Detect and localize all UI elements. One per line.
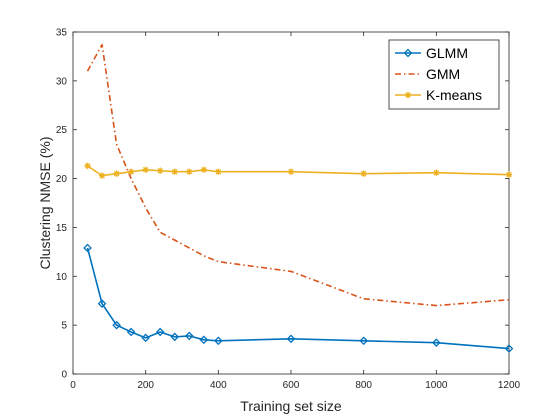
y-axis-label: Clustering NMSE (%) [37, 136, 53, 269]
y-tick-label: 25 [56, 125, 68, 136]
data-point-glmm [155, 327, 165, 337]
series-gmm [86, 43, 510, 307]
legend-box [388, 39, 500, 110]
data-point-glmm [286, 334, 296, 344]
data-point-k-means [433, 169, 440, 176]
series-line-gmm [86, 43, 510, 307]
legend-label-glmm: GLMM [426, 45, 468, 61]
data-point-k-means [127, 168, 135, 175]
x-axis-label: Training set size [240, 398, 342, 414]
data-point-glmm [214, 336, 223, 346]
data-point-glmm [126, 327, 136, 337]
data-point-glmm [170, 332, 180, 342]
x-tick-label: 0 [70, 380, 76, 391]
x-tick-label: 200 [137, 380, 154, 391]
series-k-means [84, 162, 513, 179]
data-point-k-means [200, 166, 207, 173]
y-tick-label: 15 [56, 223, 68, 234]
legend-item-gmm: GMM [395, 66, 460, 82]
data-point-k-means [186, 168, 193, 175]
data-point-k-means [84, 162, 91, 170]
data-point-glmm [184, 331, 194, 341]
series-layer [83, 43, 514, 353]
data-point-k-means [142, 166, 149, 173]
legend-item-k-means: K-means [395, 87, 482, 103]
y-tick-label: 10 [56, 272, 68, 283]
data-point-k-means [360, 170, 367, 177]
data-point-k-means [215, 168, 222, 175]
data-point-glmm [97, 299, 107, 308]
legend-label-k-means: K-means [426, 87, 482, 103]
x-tick-label: 800 [355, 380, 372, 391]
x-tick-label: 1000 [425, 380, 448, 391]
data-point-k-means [113, 170, 120, 177]
x-tick-label: 1200 [498, 380, 521, 391]
data-point-glmm [83, 243, 92, 253]
legend-item-glmm: GLMM [395, 45, 468, 61]
data-point-k-means [505, 171, 513, 178]
y-axis: 0 5 10 15 20 25 30 35 [56, 28, 509, 381]
data-point-glmm [432, 338, 441, 348]
legend-marker-glmm [403, 48, 413, 58]
data-point-glmm [141, 333, 150, 343]
x-tick-label: 600 [283, 380, 300, 391]
y-tick-label: 5 [61, 321, 67, 332]
data-point-glmm [199, 335, 209, 345]
legend-label-gmm: GMM [426, 66, 460, 82]
y-tick-label: 35 [56, 28, 68, 39]
data-point-glmm [112, 320, 121, 330]
y-tick-label: 20 [56, 174, 68, 185]
y-tick-label: 30 [56, 76, 68, 87]
y-tick-label: 0 [61, 370, 67, 381]
data-point-k-means [171, 168, 178, 175]
data-point-glmm [504, 344, 514, 353]
legend: GLMM GMM K-means [388, 39, 500, 110]
series-glmm [83, 243, 514, 353]
data-point-k-means [287, 168, 295, 175]
data-point-k-means [98, 172, 106, 179]
x-axis: 0 200 400 600 800 1000 1200 [70, 32, 521, 391]
legend-marker-k-means [404, 91, 412, 99]
x-tick-label: 400 [210, 380, 227, 391]
data-point-glmm [359, 336, 368, 346]
data-point-k-means [157, 167, 164, 174]
